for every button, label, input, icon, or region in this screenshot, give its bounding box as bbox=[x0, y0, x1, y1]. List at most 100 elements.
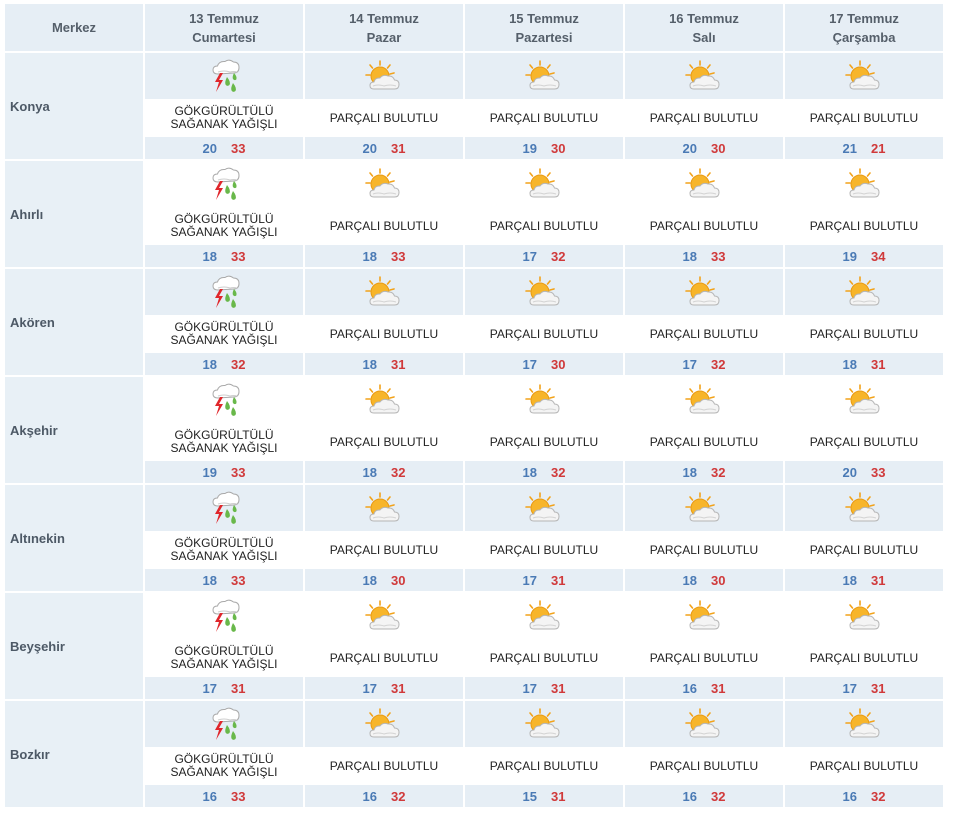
temperature-row: 19 33 18 32 18 32 18 32 20 33 bbox=[5, 461, 943, 485]
temperature-cell: 17 31 bbox=[465, 569, 623, 593]
temperature-cell: 18 32 bbox=[145, 353, 303, 377]
description-line-1: PARÇALI BULUTLU bbox=[649, 650, 759, 665]
weather-icon-cell bbox=[465, 701, 623, 747]
description-row: GÖKGÜRÜLTÜLÜ SAĞANAK YAĞIŞLI PARÇALI BULUT… bbox=[5, 315, 943, 353]
temperature-cell: 17 31 bbox=[785, 677, 943, 701]
day-weekday: Çarşamba bbox=[832, 29, 896, 45]
weather-icon-cell bbox=[785, 269, 943, 315]
city-cell: Akören bbox=[5, 269, 143, 377]
temperature-row: 17 31 17 31 17 31 16 31 17 31 bbox=[5, 677, 943, 701]
weather-icon-cell bbox=[305, 701, 463, 747]
min-temperature: 19 bbox=[202, 464, 217, 480]
weather-icon-cell bbox=[625, 53, 783, 99]
description-line-1: PARÇALI BULUTLU bbox=[809, 650, 919, 665]
temperature-cell: 18 33 bbox=[305, 245, 463, 269]
min-temperature: 18 bbox=[362, 356, 377, 372]
weather-description: PARÇALI BULUTLU bbox=[305, 423, 463, 461]
partly-cloudy-icon bbox=[684, 168, 724, 198]
weather-icon-cell bbox=[145, 269, 303, 315]
description-line-1: GÖKGÜRÜLTÜLÜ bbox=[174, 644, 274, 658]
weather-description: PARÇALI BULUTLU bbox=[625, 423, 783, 461]
weather-description: PARÇALI BULUTLU bbox=[305, 207, 463, 245]
weather-description: PARÇALI BULUTLU bbox=[785, 639, 943, 677]
description-line-2: SAĞANAK YAĞIŞLI bbox=[170, 441, 278, 455]
description-line-1: PARÇALI BULUTLU bbox=[809, 218, 919, 233]
temperature-row: 18 32 18 31 17 30 17 32 18 31 bbox=[5, 353, 943, 377]
min-temperature: 18 bbox=[522, 464, 537, 480]
partly-cloudy-icon bbox=[844, 600, 884, 630]
header-day-4: 16 Temmuz Salı bbox=[625, 4, 783, 53]
partly-cloudy-icon bbox=[524, 384, 564, 414]
partly-cloudy-icon bbox=[524, 600, 564, 630]
temperature-cell: 16 32 bbox=[785, 785, 943, 809]
weather-icon-cell bbox=[145, 53, 303, 99]
max-temperature: 33 bbox=[871, 464, 886, 480]
city-name: Konya bbox=[10, 99, 50, 114]
weather-icon-cell bbox=[305, 53, 463, 99]
min-temperature: 17 bbox=[362, 680, 377, 696]
max-temperature: 33 bbox=[231, 572, 246, 588]
min-temperature: 16 bbox=[842, 788, 857, 804]
description-line-1: GÖKGÜRÜLTÜLÜ bbox=[174, 752, 274, 766]
max-temperature: 33 bbox=[711, 248, 726, 264]
weather-description: PARÇALI BULUTLU bbox=[625, 99, 783, 137]
partly-cloudy-icon bbox=[524, 276, 564, 306]
max-temperature: 34 bbox=[871, 248, 886, 264]
min-temperature: 18 bbox=[842, 572, 857, 588]
day-date: 15 Temmuz bbox=[509, 10, 579, 26]
temperature-cell: 17 31 bbox=[145, 677, 303, 701]
temperature-cell: 18 30 bbox=[305, 569, 463, 593]
min-temperature: 18 bbox=[202, 356, 217, 372]
temperature-cell: 19 30 bbox=[465, 137, 623, 161]
temperature-cell: 17 32 bbox=[465, 245, 623, 269]
description-line-1: PARÇALI BULUTLU bbox=[489, 326, 599, 341]
temperature-row: 16 33 16 32 15 31 16 32 16 32 bbox=[5, 785, 943, 809]
description-line-1: PARÇALI BULUTLU bbox=[809, 542, 919, 557]
weather-icon-cell bbox=[625, 269, 783, 315]
partly-cloudy-icon bbox=[844, 384, 884, 414]
weather-icon-cell bbox=[145, 593, 303, 639]
day-date: 16 Temmuz bbox=[669, 10, 739, 26]
min-temperature: 18 bbox=[682, 572, 697, 588]
temperature-cell: 18 32 bbox=[625, 461, 783, 485]
weather-description: PARÇALI BULUTLU bbox=[785, 315, 943, 353]
min-temperature: 20 bbox=[682, 140, 697, 156]
description-line-1: PARÇALI BULUTLU bbox=[809, 434, 919, 449]
max-temperature: 31 bbox=[551, 680, 566, 696]
description-line-1: PARÇALI BULUTLU bbox=[329, 326, 439, 341]
weather-description: GÖKGÜRÜLTÜLÜ SAĞANAK YAĞIŞLI bbox=[145, 207, 303, 245]
weather-description: PARÇALI BULUTLU bbox=[625, 207, 783, 245]
max-temperature: 33 bbox=[231, 140, 246, 156]
temperature-cell: 16 31 bbox=[625, 677, 783, 701]
weather-icon-cell bbox=[305, 485, 463, 531]
min-temperature: 18 bbox=[362, 572, 377, 588]
weather-icon-cell bbox=[625, 701, 783, 747]
temperature-cell: 16 33 bbox=[145, 785, 303, 809]
day-weekday: Cumartesi bbox=[192, 29, 256, 45]
day-weekday: Salı bbox=[692, 29, 716, 45]
temperature-cell: 18 31 bbox=[305, 353, 463, 377]
max-temperature: 31 bbox=[871, 356, 886, 372]
temperature-cell: 18 33 bbox=[145, 569, 303, 593]
forecast-table: Merkez 13 Temmuz Cumartesi 14 Temmuz Pazar… bbox=[3, 4, 945, 809]
description-line-1: PARÇALI BULUTLU bbox=[809, 758, 919, 773]
description-line-1: PARÇALI BULUTLU bbox=[329, 542, 439, 557]
partly-cloudy-icon bbox=[844, 276, 884, 306]
description-line-1: PARÇALI BULUTLU bbox=[649, 110, 759, 125]
partly-cloudy-icon bbox=[844, 60, 884, 90]
weather-description: GÖKGÜRÜLTÜLÜ SAĞANAK YAĞIŞLI bbox=[145, 315, 303, 353]
weather-description: PARÇALI BULUTLU bbox=[465, 747, 623, 785]
description-line-2: SAĞANAK YAĞIŞLI bbox=[170, 117, 278, 131]
weather-description: PARÇALI BULUTLU bbox=[465, 315, 623, 353]
temperature-cell: 17 30 bbox=[465, 353, 623, 377]
description-row: GÖKGÜRÜLTÜLÜ SAĞANAK YAĞIŞLI PARÇALI BULUT… bbox=[5, 639, 943, 677]
max-temperature: 32 bbox=[711, 788, 726, 804]
thunderstorm-rain-icon bbox=[204, 383, 244, 416]
day-weekday: Pazar bbox=[366, 29, 402, 45]
max-temperature: 30 bbox=[711, 572, 726, 588]
min-temperature: 17 bbox=[842, 680, 857, 696]
weather-description: PARÇALI BULUTLU bbox=[465, 423, 623, 461]
temperature-cell: 16 32 bbox=[625, 785, 783, 809]
min-temperature: 17 bbox=[682, 356, 697, 372]
max-temperature: 31 bbox=[231, 680, 246, 696]
